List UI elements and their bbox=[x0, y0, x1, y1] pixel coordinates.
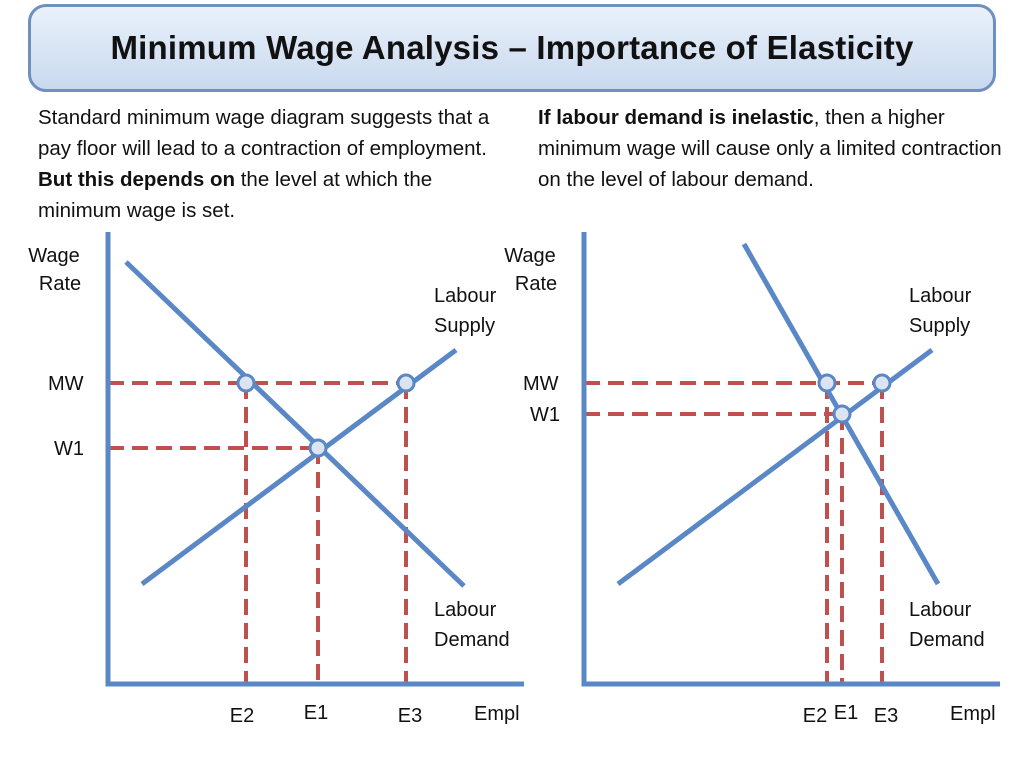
left-demand-label-1: Labour bbox=[434, 599, 497, 621]
left-supply-label-2: Supply bbox=[434, 315, 495, 337]
left-diagram: Wage Rate Labour Supply MW W1 Labour Dem… bbox=[28, 232, 524, 727]
left-e3-label: E3 bbox=[398, 705, 422, 727]
left-w1-label: W1 bbox=[54, 438, 84, 460]
right-e2-label: E2 bbox=[803, 705, 827, 727]
left-text-bold: But this depends on bbox=[38, 168, 236, 191]
right-point-e3 bbox=[872, 373, 892, 393]
left-y-axis-label-1: Wage bbox=[28, 245, 80, 267]
right-y-axis-label-2: Rate bbox=[515, 273, 557, 295]
left-explanation: Standard minimum wage diagram suggests t… bbox=[38, 102, 508, 226]
left-point-e2 bbox=[236, 373, 256, 393]
right-point-e1 bbox=[832, 404, 852, 424]
right-w1-label: W1 bbox=[530, 404, 560, 426]
title-banner: Minimum Wage Analysis – Importance of El… bbox=[28, 4, 996, 92]
right-y-axis-label-1: Wage bbox=[504, 245, 556, 267]
left-point-e1 bbox=[308, 438, 328, 458]
left-demand-label-2: Demand bbox=[434, 629, 510, 651]
right-supply-label-2: Supply bbox=[909, 315, 970, 337]
left-x-axis-label: Empl bbox=[474, 703, 520, 725]
left-text-part2: the level at which the minimum wage is s… bbox=[38, 168, 433, 222]
left-dashed-guides bbox=[108, 381, 408, 684]
right-point-e2 bbox=[817, 373, 837, 393]
right-demand-label-2: Demand bbox=[909, 629, 985, 651]
right-supply-label-1: Labour bbox=[909, 285, 972, 307]
right-e1-label: E1 bbox=[834, 702, 858, 724]
right-mw-label: MW bbox=[523, 373, 559, 395]
left-point-e3 bbox=[396, 373, 416, 393]
right-demand-label-1: Labour bbox=[909, 599, 972, 621]
right-x-axis-label: Empl bbox=[950, 703, 996, 725]
right-diagram: Wage Rate Labour Supply MW W1 Labour Dem… bbox=[504, 232, 1000, 727]
right-text-part2: , then a higher minimum wage will cause … bbox=[538, 106, 1002, 191]
left-mw-label: MW bbox=[48, 373, 84, 395]
left-e1-label: E1 bbox=[304, 702, 328, 724]
right-e3-label: E3 bbox=[874, 705, 898, 727]
left-supply-label-1: Labour bbox=[434, 285, 497, 307]
left-text-part1: Standard minimum wage diagram suggests t… bbox=[38, 106, 490, 160]
right-axes bbox=[581, 232, 1000, 687]
right-text-bold: If labour demand is inelastic bbox=[538, 106, 814, 129]
right-explanation: If labour demand is inelastic, then a hi… bbox=[538, 102, 1008, 195]
left-e2-label: E2 bbox=[230, 705, 254, 727]
right-dashed-guides bbox=[584, 381, 884, 684]
page-title: Minimum Wage Analysis – Importance of El… bbox=[110, 29, 914, 66]
left-y-axis-label-2: Rate bbox=[39, 273, 81, 295]
left-demand-curve bbox=[124, 260, 466, 588]
left-axes bbox=[105, 232, 524, 687]
